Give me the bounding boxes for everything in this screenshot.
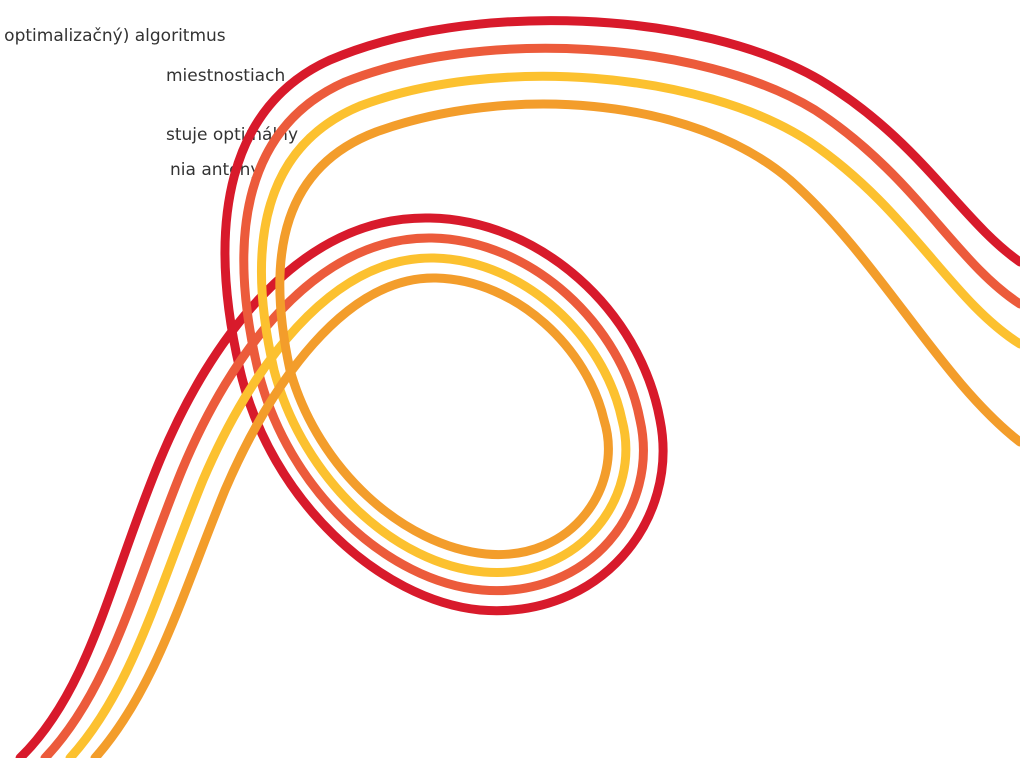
swirl-arc-yellow — [65, 71, 1020, 758]
body-text-line-1: n optimalizačný) algoritmus — [0, 26, 226, 46]
swirl-arc-orange — [90, 99, 1020, 758]
swirl-arc-orange-red — [40, 43, 1020, 758]
body-text-line-2: miestnostiach — [166, 66, 286, 86]
body-text: n optimalizačný) algoritmus miestnostiac… — [0, 0, 380, 200]
swirl-arc-red — [15, 16, 1020, 758]
body-text-line-3: stuje optimálny — [166, 125, 298, 145]
